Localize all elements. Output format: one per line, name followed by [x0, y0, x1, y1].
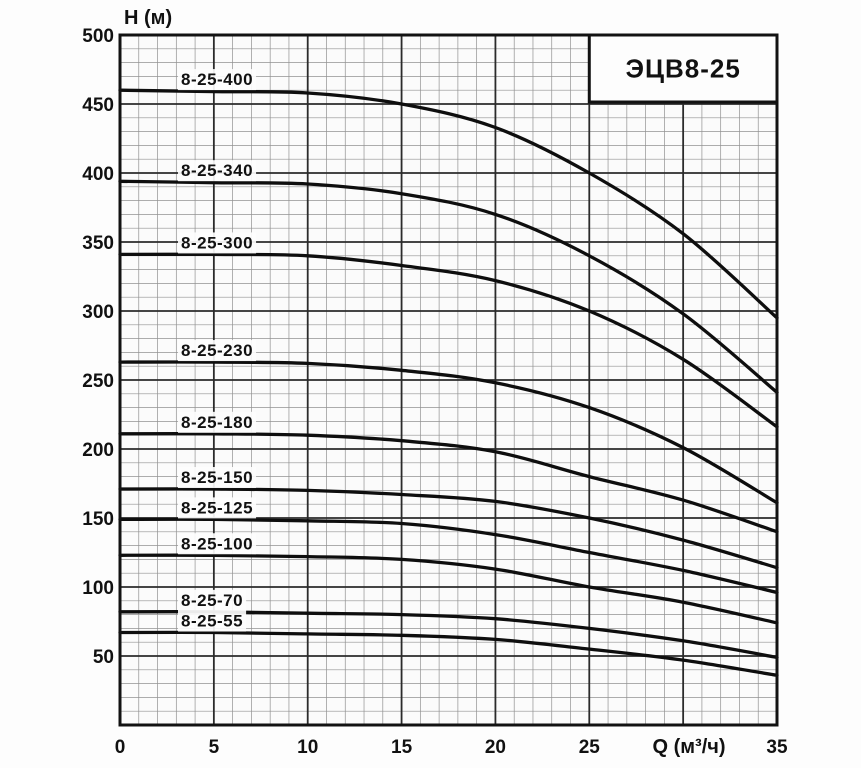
- chart-title-box: [587, 33, 779, 104]
- grid-major: [119, 34, 778, 726]
- pump-curve-8-25-180: [118, 432, 779, 534]
- x-axis-title: Q (м³/ч): [652, 736, 725, 758]
- x-tick-5: 5: [209, 737, 220, 758]
- x-tick-35: 35: [766, 737, 788, 758]
- y-tick-350: 350: [82, 233, 114, 254]
- y-tick-50: 50: [93, 647, 114, 668]
- curve-label-halo: [178, 589, 247, 611]
- x-tick-0: 0: [115, 737, 126, 758]
- x-tick-20: 20: [485, 737, 506, 758]
- curve-label-halo: [178, 232, 257, 254]
- x-tick-25: 25: [579, 737, 601, 758]
- curve-label-8-25-340: 8-25-340: [181, 161, 253, 180]
- y-tick-300: 300: [82, 302, 114, 323]
- y-tick-500: 500: [82, 26, 114, 47]
- curve-label-halo: [178, 340, 257, 362]
- pump-curve-8-25-400: [118, 88, 779, 320]
- curve-labels: 8-25-400 8-25-340 8-25-300 8-25-230 8-25-180…: [178, 69, 257, 632]
- y-tick-400: 400: [82, 164, 114, 185]
- x-axis-tick-labels: 0 5 10 15 20 25 35: [115, 737, 788, 758]
- pump-curve-8-25-300: [118, 252, 779, 429]
- curve-label-halo: [178, 497, 257, 519]
- curve-label-halo: [178, 533, 257, 555]
- curve-label-halo: [178, 610, 247, 632]
- curve-label-8-25-150: 8-25-150: [181, 468, 253, 487]
- curve-label-8-25-100: 8-25-100: [181, 534, 253, 553]
- curve-label-halo: [178, 160, 257, 182]
- curve-label-8-25-300: 8-25-300: [181, 233, 253, 252]
- plot-frame: [118, 33, 779, 727]
- x-tick-10: 10: [297, 737, 318, 758]
- y-axis-tick-labels: 50 100 150 200 250 300 350 400 450 500: [82, 26, 114, 668]
- curve-label-8-25-125: 8-25-125: [181, 498, 253, 517]
- pump-curve-8-25-150: [118, 487, 779, 570]
- y-tick-450: 450: [82, 95, 114, 116]
- y-axis-title: Н (м): [124, 7, 172, 29]
- x-tick-15: 15: [391, 737, 413, 758]
- pump-curve-8-25-230: [118, 360, 779, 505]
- curve-label-halo: [178, 411, 257, 433]
- chart-title: ЭЦВ8-25: [625, 54, 740, 84]
- pump-curve-8-25-340: [118, 179, 779, 395]
- curve-label-8-25-70: 8-25-70: [181, 591, 243, 610]
- curve-label-halo: [178, 467, 257, 489]
- y-tick-250: 250: [82, 371, 114, 392]
- y-tick-200: 200: [82, 440, 114, 461]
- pump-curve-8-25-55: [118, 630, 779, 677]
- curve-label-8-25-400: 8-25-400: [181, 70, 253, 89]
- curve-label-8-25-230: 8-25-230: [181, 341, 253, 360]
- pump-curve-8-25-100: [118, 553, 779, 625]
- curve-label-8-25-180: 8-25-180: [181, 413, 253, 432]
- pump-curve-8-25-125: [118, 517, 779, 595]
- y-tick-100: 100: [82, 578, 114, 599]
- y-tick-150: 150: [82, 509, 114, 530]
- curve-label-8-25-55: 8-25-55: [181, 612, 243, 631]
- curve-label-halo: [178, 69, 257, 91]
